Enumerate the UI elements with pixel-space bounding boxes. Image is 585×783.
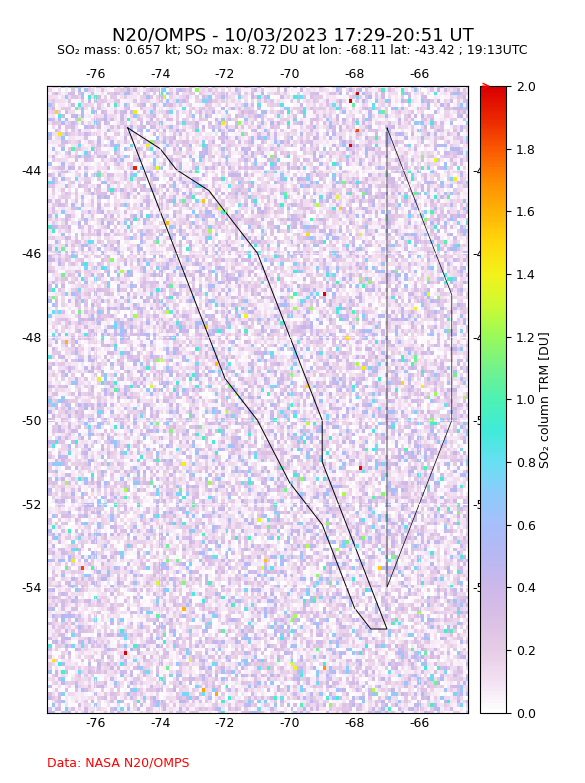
Y-axis label: SO₂ column TRM [DU]: SO₂ column TRM [DU] [539,331,552,467]
Text: N20/OMPS - 10/03/2023 17:29-20:51 UT: N20/OMPS - 10/03/2023 17:29-20:51 UT [112,27,473,44]
Text: Data: NASA N20/OMPS: Data: NASA N20/OMPS [47,757,190,770]
Text: SO₂ mass: 0.657 kt; SO₂ max: 8.72 DU at lon: -68.11 lat: -43.42 ; 19:13UTC: SO₂ mass: 0.657 kt; SO₂ max: 8.72 DU at … [57,45,528,57]
